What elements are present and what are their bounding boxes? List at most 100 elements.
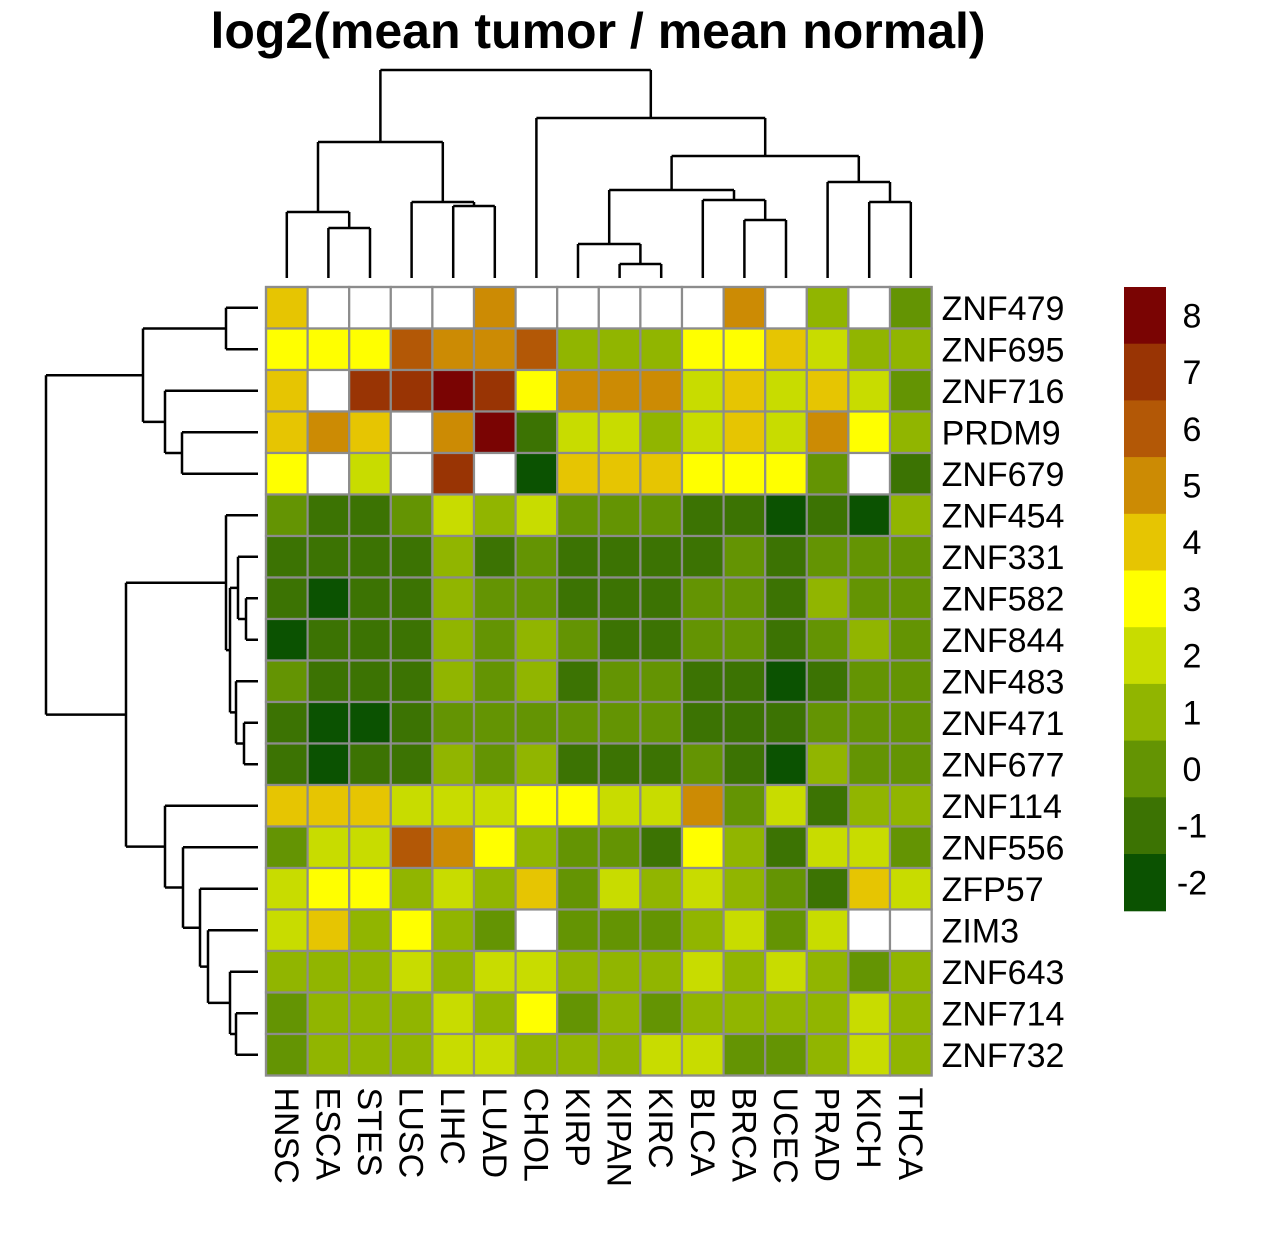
heatmap-cell — [597, 991, 642, 1036]
heatmap-cell — [514, 327, 559, 372]
row-label: ZNF483 — [942, 663, 1065, 701]
chart-title: log2(mean tumor / mean normal) — [210, 3, 985, 59]
legend-swatch — [1124, 513, 1166, 572]
legend-swatch — [1124, 287, 1166, 345]
heatmap-cell — [514, 825, 559, 870]
heatmap-cell — [264, 991, 309, 1036]
column-label: CHOL — [516, 1088, 554, 1182]
heatmap-cell — [764, 368, 808, 413]
heatmap-cell — [722, 783, 767, 828]
heatmap-cell — [556, 825, 600, 870]
heatmap-cell — [805, 617, 850, 662]
heatmap-cell — [431, 783, 476, 828]
heatmap-cell — [597, 700, 642, 745]
heatmap-cell — [431, 1032, 476, 1077]
heatmap-cell — [722, 825, 767, 870]
heatmap-cell — [306, 949, 351, 994]
heatmap-cell — [805, 1032, 850, 1077]
heatmap-cell — [514, 783, 559, 828]
heatmap-cell — [722, 534, 767, 579]
heatmap-cell — [348, 908, 392, 953]
heatmap-cell — [722, 866, 767, 911]
heatmap-cell — [805, 576, 850, 621]
heatmap-cell — [597, 285, 642, 330]
legend-swatch — [1124, 343, 1166, 401]
heatmap-cell — [348, 368, 392, 413]
heatmap-cell — [764, 742, 808, 787]
heatmap-cell — [472, 825, 517, 870]
heatmap-cell — [472, 576, 517, 621]
column-label: LUAD — [475, 1088, 513, 1179]
heatmap-cell — [389, 700, 434, 745]
row-label: ZNF732 — [942, 1037, 1065, 1075]
color-legend: 8 7 6 5 4 3 2 1 0 -1 -2 — [1124, 287, 1207, 912]
heatmap-cell — [431, 285, 476, 330]
heatmap-cell — [847, 617, 892, 662]
heatmap-cell — [597, 451, 642, 496]
heatmap-cell — [847, 576, 892, 621]
heatmap-cell — [639, 534, 684, 579]
heatmap-cell — [348, 1032, 392, 1077]
heatmap-cell — [306, 327, 351, 372]
heatmap-cell — [556, 576, 600, 621]
heatmap-cell — [264, 410, 309, 455]
heatmap-cell — [348, 451, 392, 496]
legend-tick-label: 4 — [1183, 524, 1202, 562]
heatmap-cell — [764, 327, 808, 372]
heatmap-cell — [680, 908, 725, 953]
heatmap-cell — [722, 451, 767, 496]
heatmap-cell — [389, 659, 434, 704]
heatmap-cell — [348, 991, 392, 1036]
heatmap-cell — [764, 617, 808, 662]
heatmap-cell — [556, 1032, 600, 1077]
heatmap-cell — [389, 368, 434, 413]
legend-swatch — [1124, 570, 1166, 628]
heatmap-cell — [805, 866, 850, 911]
heatmap-cell — [348, 866, 392, 911]
heatmap-cell — [556, 617, 600, 662]
heatmap-cell — [888, 327, 933, 372]
heatmap-cell — [847, 1032, 892, 1077]
heatmap-cell — [639, 866, 684, 911]
row-dendrogram — [44, 306, 258, 1057]
heatmap-cell — [472, 327, 517, 372]
heatmap-cell — [264, 617, 309, 662]
heatmap-cell — [389, 991, 434, 1036]
heatmap-cell — [680, 783, 725, 828]
heatmap-cell — [764, 410, 808, 455]
column-dendrogram-branches — [285, 68, 913, 278]
heatmap-cell — [514, 451, 559, 496]
heatmap-cell — [722, 949, 767, 994]
row-label: ZNF844 — [942, 622, 1065, 660]
heatmap-cell — [597, 576, 642, 621]
heatmap-cell — [888, 617, 933, 662]
heatmap-cell — [639, 1032, 684, 1077]
heatmap-cell — [306, 825, 351, 870]
heatmap-cell — [680, 493, 725, 538]
heatmap-cell — [639, 368, 684, 413]
heatmap-cell — [431, 866, 476, 911]
heatmap-cell — [680, 949, 725, 994]
heatmap-cell — [722, 493, 767, 538]
heatmap-cell — [722, 368, 767, 413]
heatmap-cell — [431, 451, 476, 496]
heatmap-cell — [431, 742, 476, 787]
heatmap-cell — [888, 991, 933, 1036]
heatmap-cell — [472, 949, 517, 994]
row-label: ZNF695 — [942, 331, 1065, 369]
legend-swatch — [1124, 457, 1166, 515]
heatmap-cell — [264, 534, 309, 579]
heatmap-cell — [805, 700, 850, 745]
heatmap-cell — [597, 866, 642, 911]
legend-tick-label: -1 — [1177, 808, 1207, 846]
heatmap-cell — [514, 700, 559, 745]
heatmap-cell — [764, 493, 808, 538]
heatmap-cell — [597, 659, 642, 704]
heatmap-cell — [597, 327, 642, 372]
heatmap-cell — [722, 700, 767, 745]
heatmap-cell — [639, 659, 684, 704]
heatmap-cell — [514, 949, 559, 994]
heatmap-cell — [264, 576, 309, 621]
heatmap-cell — [847, 327, 892, 372]
heatmap-cell — [722, 410, 767, 455]
